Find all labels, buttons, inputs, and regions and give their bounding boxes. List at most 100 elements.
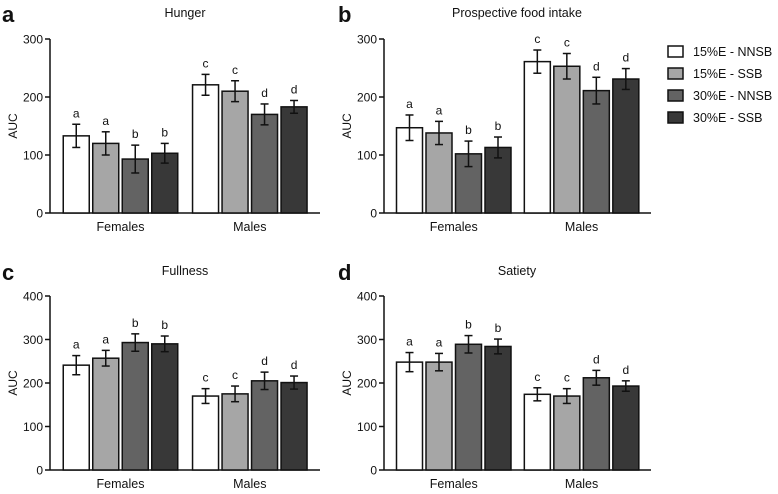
legend-entry: 30%E - NNSB	[693, 89, 772, 103]
chart-title: Fullness	[162, 264, 209, 278]
y-tick-label: 400	[357, 290, 377, 304]
y-tick-label: 0	[370, 207, 377, 221]
x-tick-label: Males	[233, 220, 266, 234]
legend-swatch	[667, 111, 684, 124]
significance-letter: a	[436, 103, 443, 117]
significance-letter: b	[161, 125, 168, 139]
legend-entry: 15%E - NNSB	[693, 45, 772, 59]
y-tick-label: 100	[357, 420, 377, 434]
significance-letter: d	[593, 59, 600, 73]
legend-swatch	[667, 89, 684, 102]
y-tick-label: 0	[36, 207, 43, 221]
bar	[191, 84, 220, 214]
significance-letter: d	[261, 86, 268, 100]
significance-letter: b	[495, 119, 502, 133]
panel-label: b	[338, 2, 351, 27]
y-tick-label: 200	[23, 91, 43, 105]
significance-letter: c	[203, 371, 209, 385]
y-tick-label: 300	[357, 33, 377, 47]
bar	[523, 60, 552, 214]
significance-letter: c	[232, 63, 238, 77]
significance-letter: c	[534, 370, 540, 384]
bar	[582, 377, 611, 471]
x-tick-label: Males	[565, 220, 598, 234]
panel-label: a	[2, 2, 15, 27]
significance-letter: d	[291, 358, 298, 372]
significance-letter: a	[73, 106, 80, 120]
significance-letter: c	[564, 36, 570, 50]
bar	[92, 357, 120, 471]
y-tick-label: 0	[370, 464, 377, 478]
bar	[553, 65, 581, 214]
bar	[191, 395, 220, 471]
chart-title: Satiety	[498, 264, 537, 278]
y-axis-label: AUC	[340, 370, 354, 396]
significance-letter: b	[161, 318, 168, 332]
significance-letter: d	[593, 352, 600, 366]
y-tick-label: 400	[23, 290, 43, 304]
significance-letter: b	[132, 316, 139, 330]
bar	[612, 78, 640, 214]
significance-letter: a	[102, 114, 109, 128]
bar	[484, 345, 512, 471]
y-tick-label: 200	[357, 91, 377, 105]
y-tick-label: 200	[23, 377, 43, 391]
legend-entry: 15%E - SSB	[693, 67, 762, 81]
significance-letter: b	[465, 123, 472, 137]
significance-letter: b	[132, 127, 139, 141]
y-tick-label: 300	[23, 33, 43, 47]
y-axis-label: AUC	[6, 113, 20, 139]
y-tick-label: 0	[36, 464, 43, 478]
y-tick-label: 200	[357, 377, 377, 391]
bar	[553, 395, 581, 471]
panel-label: d	[338, 260, 351, 285]
y-axis-label: AUC	[6, 370, 20, 396]
y-tick-label: 100	[23, 420, 43, 434]
bar	[151, 343, 179, 471]
bar	[250, 380, 279, 471]
bar	[395, 126, 424, 214]
significance-letter: d	[261, 354, 268, 368]
bar	[250, 113, 279, 214]
significance-letter: a	[102, 332, 109, 346]
significance-letter: a	[436, 335, 443, 349]
y-tick-label: 300	[23, 333, 43, 347]
significance-letter: b	[465, 318, 472, 332]
bar	[221, 90, 249, 214]
y-tick-label: 300	[357, 333, 377, 347]
bar	[454, 343, 483, 471]
significance-letter: a	[73, 338, 80, 352]
chart-title: Prospective food intake	[452, 6, 582, 20]
panel-label: c	[2, 260, 14, 285]
bar	[425, 132, 453, 214]
y-tick-label: 100	[357, 149, 377, 163]
bar	[523, 393, 552, 471]
bar	[395, 361, 424, 471]
x-tick-label: Females	[97, 220, 145, 234]
x-tick-label: Females	[430, 220, 478, 234]
bar	[582, 89, 611, 214]
significance-letter: a	[406, 97, 413, 111]
significance-letter: c	[564, 371, 570, 385]
significance-letter: d	[622, 51, 629, 65]
bar	[425, 361, 453, 471]
x-tick-label: Males	[565, 477, 598, 491]
bar	[612, 385, 640, 471]
bar	[280, 381, 308, 471]
legend-entry: 30%E - SSB	[693, 111, 762, 125]
significance-letter: c	[232, 368, 238, 382]
x-tick-label: Males	[233, 477, 266, 491]
legend-swatch	[667, 67, 684, 80]
significance-letter: d	[291, 82, 298, 96]
bar	[280, 106, 308, 214]
x-tick-label: Females	[97, 477, 145, 491]
significance-letter: d	[622, 363, 629, 377]
bar	[121, 341, 149, 471]
bar	[221, 393, 249, 471]
x-tick-label: Females	[430, 477, 478, 491]
y-axis-label: AUC	[340, 113, 354, 139]
bar	[62, 364, 90, 471]
legend-swatch	[667, 45, 684, 58]
